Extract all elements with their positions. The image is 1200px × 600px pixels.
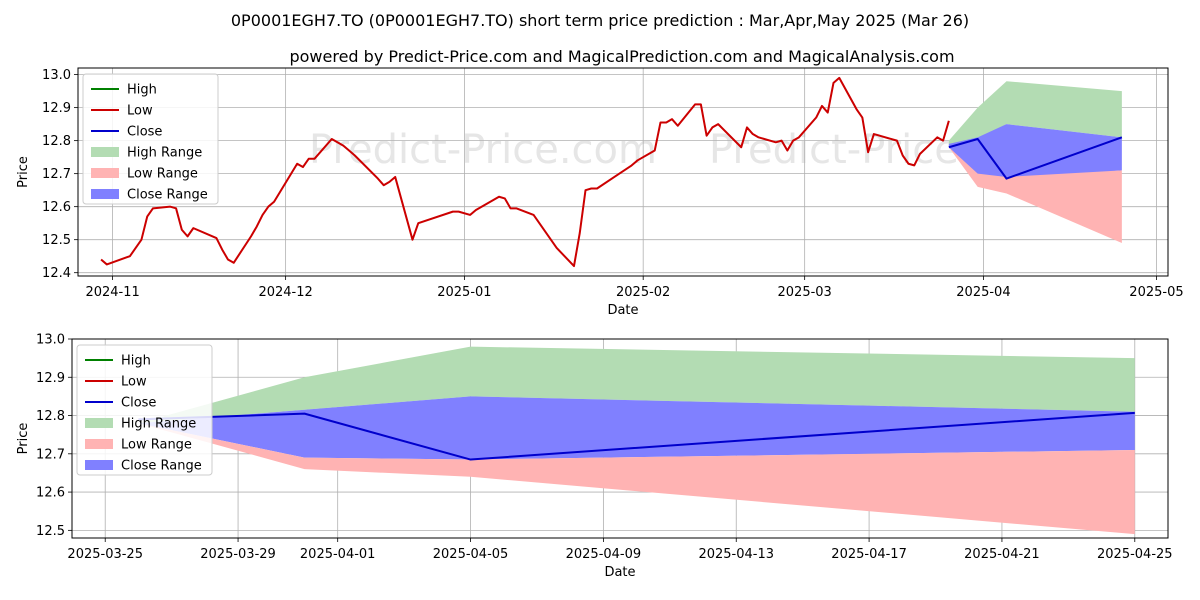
close-range-band — [138, 396, 1135, 460]
legend-high-label: High — [127, 83, 157, 98]
y-tick-label: 12.4 — [42, 266, 71, 281]
legend-low-range-label: Low Range — [127, 167, 198, 182]
y-tick-label: 12.8 — [36, 409, 65, 424]
legend-low-range-swatch — [91, 168, 119, 178]
x-tick-label: 2025-01 — [437, 285, 491, 300]
legend-high-range-swatch — [85, 418, 113, 428]
legend-close-range-label: Close Range — [121, 459, 202, 474]
close-line — [138, 411, 1135, 461]
legend-close-label: Close — [127, 125, 162, 140]
y-tick-label: 12.8 — [42, 134, 71, 149]
y-tick-label: 12.5 — [42, 233, 71, 248]
legend-high-label: High — [121, 354, 151, 369]
legend-close-label: Close — [121, 396, 156, 411]
plot-frame — [77, 67, 1169, 277]
chart-subtitle: powered by Predict-Price.com and Magical… — [289, 47, 954, 66]
x-tick-label: 2024-12 — [258, 285, 312, 300]
legend-high-range-swatch — [91, 147, 119, 157]
chart-title: 0P0001EGH7.TO (0P0001EGH7.TO) short term… — [231, 11, 969, 30]
x-tick-label: 2025-04-17 — [831, 547, 907, 562]
x-tick-label: 2025-04-01 — [300, 547, 376, 562]
y-axis-label: Price — [16, 423, 31, 455]
legend-close-range-swatch — [85, 460, 113, 470]
y-tick-label: 13.0 — [36, 333, 65, 348]
y-tick-label: 12.6 — [42, 200, 71, 215]
x-tick-label: 2025-04-05 — [433, 547, 509, 562]
plot-frame — [71, 338, 1169, 539]
close-range-band — [948, 124, 1122, 181]
watermark-text: Predict-Price.com — [309, 127, 657, 173]
x-tick-label: 2025-03-25 — [67, 547, 143, 562]
x-tick-label: 2025-04-13 — [698, 547, 774, 562]
low-range-band — [138, 423, 1135, 535]
legend-close-range-label: Close Range — [127, 188, 208, 203]
x-tick-label: 2025-03 — [778, 285, 832, 300]
legend-low-label: Low — [127, 104, 153, 119]
legend-low-range-label: Low Range — [121, 438, 192, 453]
x-axis-label: Date — [607, 303, 638, 318]
x-tick-label: 2025-03-29 — [200, 547, 276, 562]
x-tick-label: 2025-02 — [616, 285, 670, 300]
y-tick-label: 12.7 — [42, 167, 71, 182]
close-line — [948, 136, 1123, 180]
legend-low-range-swatch — [85, 439, 113, 449]
y-tick-label: 12.6 — [36, 486, 65, 501]
legend-close-range-swatch — [91, 189, 119, 199]
bottom-chart-panel: Predict-Price.comPredict-Price.com2025-0… — [16, 333, 1173, 581]
x-tick-label: 2025-04-21 — [964, 547, 1040, 562]
x-tick-label: 2025-04 — [956, 285, 1010, 300]
x-tick-label: 2025-05 — [1129, 285, 1183, 300]
legend-low-label: Low — [121, 375, 147, 390]
high-range-band — [138, 346, 1135, 424]
y-tick-label: 12.5 — [36, 524, 65, 539]
x-tick-label: 2025-04-09 — [566, 547, 642, 562]
top-chart-panel: Predict-Price.com Predict-Price.com2024-1… — [16, 67, 1184, 318]
x-tick-label: 2025-04-25 — [1097, 547, 1173, 562]
legend-high-range-label: High Range — [121, 417, 196, 432]
x-axis-label: Date — [604, 565, 635, 580]
legend-high-range-label: High Range — [127, 146, 202, 161]
y-tick-label: 12.9 — [36, 371, 65, 386]
y-tick-label: 12.9 — [42, 101, 71, 116]
y-tick-label: 13.0 — [42, 68, 71, 83]
y-tick-label: 12.7 — [36, 447, 65, 462]
low-range-band — [948, 147, 1122, 243]
y-axis-label: Price — [16, 156, 31, 188]
x-tick-label: 2024-11 — [85, 285, 139, 300]
low-line — [100, 76, 950, 268]
